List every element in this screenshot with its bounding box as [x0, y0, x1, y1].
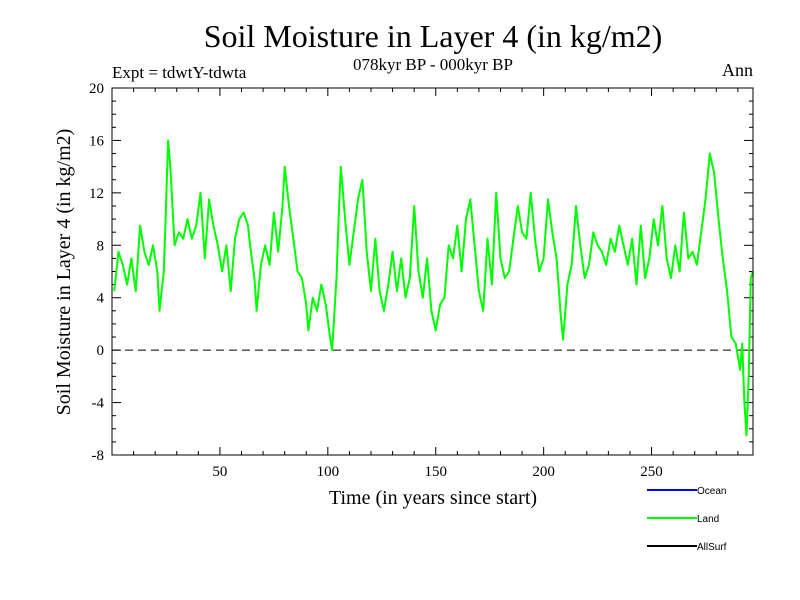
- season-label: Ann: [722, 60, 753, 80]
- legend-label-ocean: Ocean: [697, 486, 726, 497]
- axis-ticks: [112, 87, 753, 456]
- legend-label-land: Land: [697, 514, 719, 525]
- x-tick-label: 150: [424, 464, 447, 480]
- y-tick-label: -4: [92, 396, 105, 412]
- y-tick-label: 16: [89, 133, 105, 149]
- x-tick-label: 100: [317, 464, 340, 480]
- y-tick-label: 0: [97, 343, 105, 359]
- x-tick-label: 200: [532, 464, 555, 480]
- y-axis-label: Soil Moisture in Layer 4 (in kg/m2): [53, 129, 75, 416]
- x-axis-label: Time (in years since start): [329, 487, 537, 509]
- experiment-label: Expt = tdwtY-tdwta: [112, 63, 247, 82]
- y-tick-label: 20: [89, 81, 104, 97]
- tick-labels: 50 100 150 200 250 -8 -4 0 4 8 12 16 20: [89, 81, 663, 480]
- legend-label-allsurf: AllSurf: [697, 542, 727, 553]
- y-tick-label: 8: [97, 238, 105, 254]
- y-tick-label: 12: [89, 186, 104, 202]
- x-tick-label: 50: [212, 464, 227, 480]
- chart-subtitle: 078kyr BP - 000kyr BP: [353, 55, 513, 74]
- y-tick-label: -8: [92, 448, 105, 464]
- series-line-land: [113, 139, 754, 437]
- plot-frame: [111, 87, 754, 456]
- y-tick-label: 4: [97, 291, 105, 307]
- series-group: [113, 139, 754, 437]
- legend: Ocean Land AllSurf: [647, 486, 727, 553]
- chart-title: Soil Moisture in Layer 4 (in kg/m2): [204, 18, 663, 54]
- x-tick-label: 250: [640, 464, 663, 480]
